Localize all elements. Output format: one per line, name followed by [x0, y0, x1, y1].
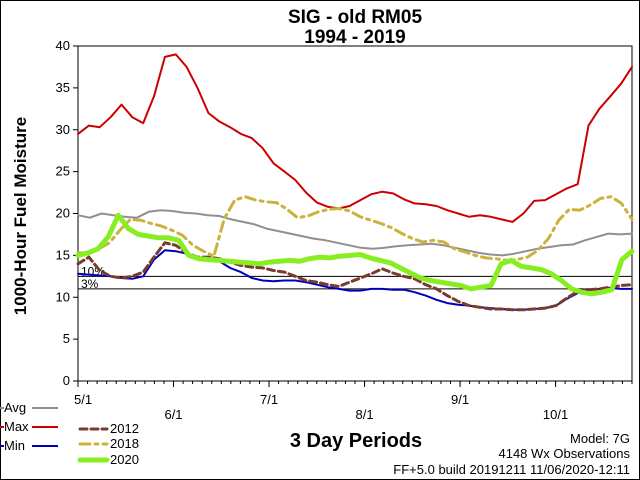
x-tick-label: 6/1 [164, 407, 182, 422]
y-tick-label: 20 [56, 206, 70, 221]
series-line-max [77, 53, 633, 223]
y-tick-label: 30 [56, 122, 70, 137]
percentile-label: 3% [81, 277, 99, 291]
legend-label-avg: Avg [4, 400, 26, 415]
y-tick-label: 25 [56, 164, 70, 179]
y-tick-label: 15 [56, 247, 70, 262]
legend-label-2018: 2018 [110, 436, 139, 451]
x-tick-label: 9/1 [451, 392, 469, 407]
series-line-2018 [76, 195, 634, 262]
observations-label: 4148 Wx Observations [498, 446, 630, 461]
legend-label-2020: 2020 [110, 452, 139, 467]
model-label: Model: 7G [570, 431, 630, 446]
legend-label-2012: 2012 [110, 421, 139, 436]
chart-title: SIG - old RM05 [288, 7, 423, 28]
y-axis-title: 1000-Hour Fuel Moisture [11, 117, 30, 315]
y-tick-label: 35 [56, 80, 70, 95]
series-line-2012 [76, 241, 634, 312]
legend-label-max: Max [4, 419, 29, 434]
x-tick-label: 5/1 [74, 392, 92, 407]
y-tick-label: 5 [63, 331, 70, 346]
x-tick-label: 7/1 [260, 392, 278, 407]
legend-label-min: Min [4, 438, 25, 453]
chart-subtitle: 1994 - 2019 [304, 27, 405, 48]
x-axis-title: 3 Day Periods [290, 430, 422, 452]
x-tick-label: 8/1 [356, 407, 374, 422]
y-tick-label: 10 [56, 289, 70, 304]
y-tick-label: 0 [63, 373, 70, 388]
series-line-2020 [75, 212, 635, 297]
build-label: FF+5.0 build 20191211 11/06/2020-12:11 [393, 462, 630, 477]
y-tick-label: 40 [56, 38, 70, 53]
x-tick-label: 10/1 [543, 407, 568, 422]
